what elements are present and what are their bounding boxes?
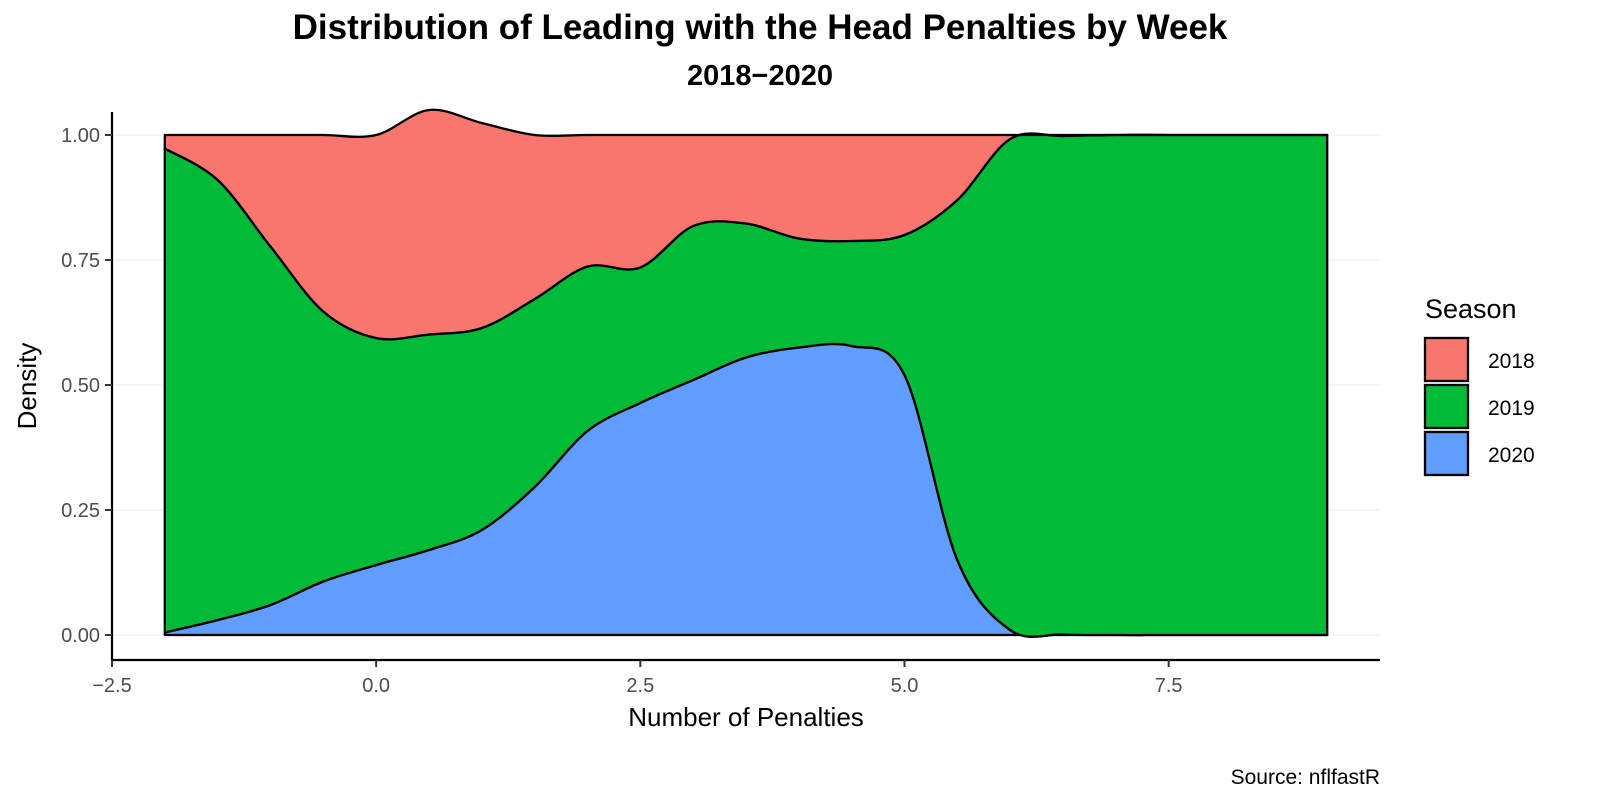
x-tick-label-4: 7.5 [1155,675,1183,697]
chart-subtitle: 2018−2020 [687,60,833,92]
y-tick-label-1: 0.25 [61,500,100,522]
y-tick-label-2: 0.50 [61,375,100,397]
legend-key-2020 [1423,430,1470,477]
legend-label-2019: 2019 [1488,397,1535,420]
legend: Season 2018 2019 2020 [1423,294,1535,477]
y-tick-label-3: 0.75 [61,250,100,272]
x-tick-label-0: −2.5 [92,675,131,697]
y-ticks: 0.00 0.25 0.50 0.75 1.00 [61,125,112,647]
legend-label-2020: 2020 [1488,444,1535,467]
legend-label-2018: 2018 [1488,350,1535,373]
x-tick-label-1: 0.0 [362,675,390,697]
source-caption: Source: nflfastR [1231,766,1380,789]
x-axis-title: Number of Penalties [628,702,864,732]
x-ticks: −2.5 0.0 2.5 5.0 7.5 [92,660,1183,697]
x-tick-label-2: 2.5 [626,675,654,697]
chart-title: Distribution of Leading with the Head Pe… [292,8,1228,47]
y-tick-label-4: 1.00 [61,125,100,147]
legend-key-2019 [1423,383,1470,430]
legend-title: Season [1425,294,1517,324]
y-tick-label-0: 0.00 [61,625,100,647]
stacked-areas [163,108,1329,638]
x-tick-label-3: 5.0 [891,675,919,697]
legend-key-2018 [1423,336,1470,383]
area-series-2018 [163,108,1329,341]
y-axis-title: Density [12,343,42,430]
